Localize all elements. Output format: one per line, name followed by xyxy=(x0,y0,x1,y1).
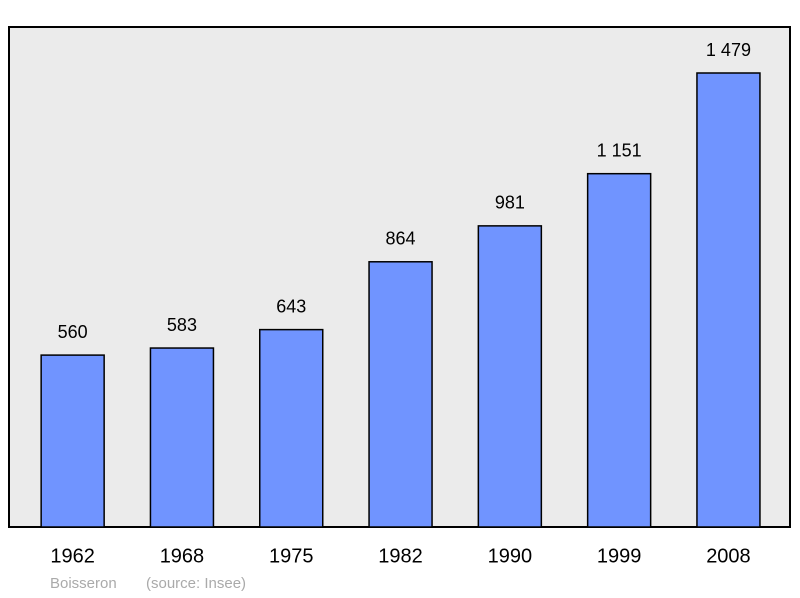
value-label: 1 151 xyxy=(597,140,642,160)
x-tick-label: 1990 xyxy=(488,545,533,567)
x-tick-label: 1975 xyxy=(269,545,314,567)
x-tick-label: 2008 xyxy=(706,545,751,567)
x-tick-label: 1968 xyxy=(160,545,205,567)
bar xyxy=(368,261,433,528)
bar xyxy=(40,354,105,528)
caption: Boisseron xyxy=(50,575,117,592)
bar xyxy=(149,347,215,528)
x-tick-label: 1962 xyxy=(50,545,95,567)
bar xyxy=(696,72,761,528)
bar xyxy=(477,225,543,528)
value-label: 981 xyxy=(495,193,525,213)
bar xyxy=(259,328,324,528)
value-label: 1 479 xyxy=(706,40,751,60)
source: (source: Insee) xyxy=(146,575,246,592)
value-label: 583 xyxy=(167,315,197,335)
bar xyxy=(586,172,652,528)
value-label: 560 xyxy=(58,322,88,342)
value-label: 643 xyxy=(276,296,306,316)
x-tick-label: 1999 xyxy=(597,545,642,567)
value-label: 864 xyxy=(386,229,416,249)
x-tick-label: 1982 xyxy=(378,545,423,567)
